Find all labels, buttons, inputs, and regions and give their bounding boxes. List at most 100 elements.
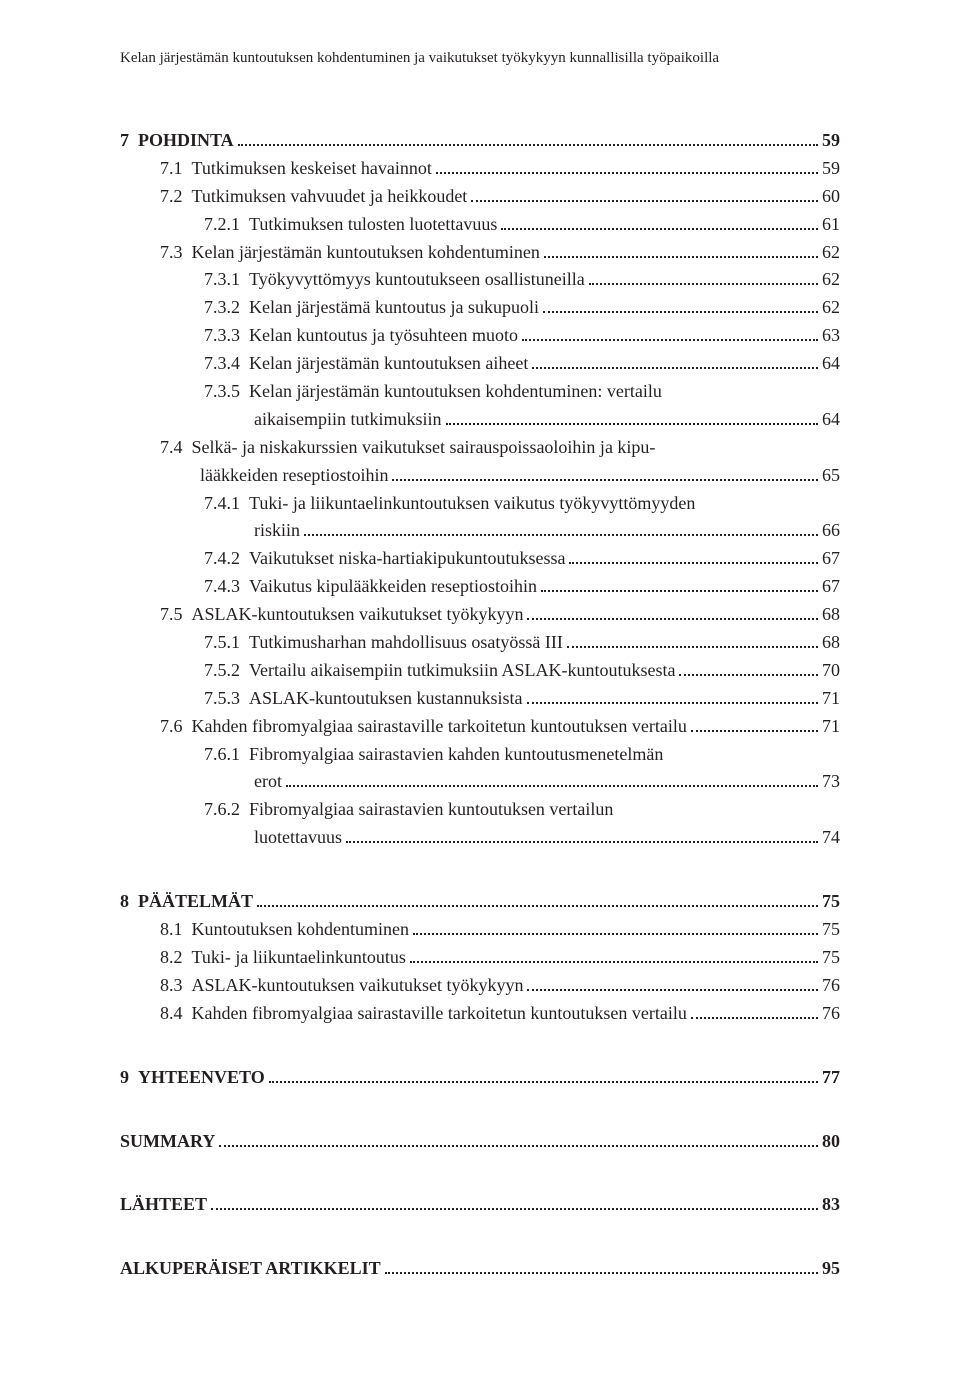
- toc-entry-label: LÄHTEET: [120, 1191, 207, 1219]
- toc-entry-label: Selkä- ja niskakurssien vaikutukset sair…: [192, 434, 656, 462]
- toc-entry-number: 7.5.2: [204, 657, 249, 685]
- toc-entry-continuation: riskiin 66: [120, 517, 840, 545]
- toc-entry-number: 9: [120, 1064, 138, 1092]
- toc-entry-label: Fibromyalgiaa sairastavien kuntoutuksen …: [249, 796, 613, 824]
- toc-entry: 7.6.2 Fibromyalgiaa sairastavien kuntout…: [120, 796, 840, 824]
- toc-entry: LÄHTEET 83: [120, 1191, 840, 1219]
- toc-entry-label: Kelan järjestämän kuntoutuksen aiheet: [249, 350, 528, 378]
- toc-leader: [569, 546, 818, 564]
- toc-entry: 7.3.5 Kelan järjestämän kuntoutuksen koh…: [120, 378, 840, 406]
- toc-entry: 7.6.1 Fibromyalgiaa sairastavien kahden …: [120, 741, 840, 769]
- toc-entry-continuation: erot73: [120, 768, 840, 796]
- toc-entry-number: 7.5.1: [204, 629, 249, 657]
- toc-leader: [541, 574, 818, 592]
- toc-leader: [532, 351, 818, 369]
- toc-page-number: 64: [822, 406, 840, 434]
- toc-entry: 7.3.3 Kelan kuntoutus ja työsuhteen muot…: [120, 322, 840, 350]
- toc-page-number: 66: [822, 517, 840, 545]
- toc-entry-label: Vertailu aikaisempiin tutkimuksiin ASLAK…: [249, 657, 675, 685]
- toc-entry-number: 7.3.1: [204, 266, 249, 294]
- toc-page-number: 76: [822, 1000, 840, 1028]
- toc-entry-label: Kelan järjestämän kuntoutuksen kohdentum…: [192, 239, 540, 267]
- toc-entry: 7.5.1 Tutkimusharhan mahdollisuus osatyö…: [120, 629, 840, 657]
- toc-entry-label: Tutkimuksen vahvuudet ja heikkoudet: [192, 183, 468, 211]
- toc-leader: [269, 1064, 818, 1082]
- toc-entry-number: 7.4.1: [204, 490, 249, 518]
- toc-leader: [589, 267, 818, 285]
- toc-page-number: 62: [822, 239, 840, 267]
- toc-leader: [501, 211, 818, 229]
- toc-page-number: 68: [822, 601, 840, 629]
- toc-page-number: 95: [822, 1255, 840, 1283]
- toc-entry-label: Työkyvyttömyys kuntoutukseen osallistune…: [249, 266, 585, 294]
- toc-leader: [346, 825, 818, 843]
- toc-entry-label: Kelan järjestämän kuntoutuksen kohdentum…: [249, 378, 662, 406]
- toc-leader: [436, 156, 818, 174]
- toc-leader: [238, 128, 818, 146]
- toc-entry-number: 7.3.4: [204, 350, 249, 378]
- toc-entry: SUMMARY80: [120, 1128, 840, 1156]
- toc-entry-label: aikaisempiin tutkimuksiin: [254, 406, 442, 434]
- toc-page-number: 62: [822, 266, 840, 294]
- toc-leader: [471, 184, 818, 202]
- toc-entry-number: 8.4: [160, 1000, 192, 1028]
- toc-entry: 7.5 ASLAK-kuntoutuksen vaikutukset työky…: [120, 601, 840, 629]
- toc-entry-number: 7.3: [160, 239, 192, 267]
- toc-page-number: 59: [822, 127, 840, 155]
- toc-entry-label: Kahden fibromyalgiaa sairastaville tarko…: [192, 713, 687, 741]
- toc-entry-number: 7.3.5: [204, 378, 249, 406]
- toc-entry-label: POHDINTA: [138, 127, 234, 155]
- toc-entry: 8 PÄÄTELMÄT75: [120, 888, 840, 916]
- toc-page-number: 60: [822, 183, 840, 211]
- toc-page-number: 67: [822, 545, 840, 573]
- toc-page-number: 71: [822, 685, 840, 713]
- toc-leader: [691, 714, 818, 732]
- toc-entry-label: ASLAK-kuntoutuksen kustannuksista: [249, 685, 523, 713]
- toc-page-number: 75: [822, 944, 840, 972]
- table-of-contents: 7 POHDINTA597.1 Tutkimuksen keskeiset ha…: [120, 127, 840, 1283]
- document-page: Kelan järjestämän kuntoutuksen kohdentum…: [0, 0, 960, 1379]
- toc-entry: 7.3 Kelan järjestämän kuntoutuksen kohde…: [120, 239, 840, 267]
- toc-page-number: 75: [822, 916, 840, 944]
- toc-entry-number: 7.2.1: [204, 211, 249, 239]
- toc-entry-label: Vaikutus kipulääkkeiden reseptiostoihin: [249, 573, 537, 601]
- toc-leader: [446, 407, 819, 425]
- toc-leader: [385, 1256, 818, 1274]
- toc-entry-number: 7.5: [160, 601, 192, 629]
- running-head: Kelan järjestämän kuntoutuksen kohdentum…: [120, 50, 840, 67]
- toc-leader: [257, 889, 818, 907]
- toc-entry: 7.4.2 Vaikutukset niska-hartiakipukuntou…: [120, 545, 840, 573]
- toc-leader: [211, 1192, 818, 1210]
- toc-leader: [304, 518, 818, 536]
- toc-entry: 7.1 Tutkimuksen keskeiset havainnot59: [120, 155, 840, 183]
- toc-entry: ALKUPERÄISET ARTIKKELIT 95: [120, 1255, 840, 1283]
- toc-entry-label: erot: [254, 768, 282, 796]
- toc-entry-number: 8.1: [160, 916, 192, 944]
- toc-page-number: 83: [822, 1191, 840, 1219]
- toc-entry: 9 YHTEENVETO77: [120, 1064, 840, 1092]
- toc-entry-label: SUMMARY: [120, 1128, 215, 1156]
- toc-entry-number: 7.2: [160, 183, 192, 211]
- toc-page-number: 71: [822, 713, 840, 741]
- toc-leader: [543, 295, 818, 313]
- toc-entry-label: riskiin: [254, 517, 300, 545]
- toc-leader: [219, 1128, 818, 1146]
- toc-entry-label: ALKUPERÄISET ARTIKKELIT: [120, 1255, 381, 1283]
- toc-entry: 7.4 Selkä- ja niskakurssien vaikutukset …: [120, 434, 840, 462]
- toc-leader: [413, 917, 818, 935]
- toc-leader: [527, 686, 819, 704]
- toc-entry: 7 POHDINTA59: [120, 127, 840, 155]
- toc-entry: 7.4.3 Vaikutus kipulääkkeiden reseptiost…: [120, 573, 840, 601]
- toc-page-number: 68: [822, 629, 840, 657]
- toc-entry: 7.5.2 Vertailu aikaisempiin tutkimuksiin…: [120, 657, 840, 685]
- toc-entry-number: 7.4.2: [204, 545, 249, 573]
- toc-page-number: 75: [822, 888, 840, 916]
- toc-leader: [527, 602, 818, 620]
- toc-leader: [679, 658, 818, 676]
- toc-entry-number: 7.1: [160, 155, 192, 183]
- toc-leader: [544, 239, 818, 257]
- toc-entry-number: 7.6.1: [204, 741, 249, 769]
- toc-leader: [522, 323, 818, 341]
- toc-entry: 7.2.1 Tutkimuksen tulosten luotettavuus6…: [120, 211, 840, 239]
- toc-leader: [410, 945, 818, 963]
